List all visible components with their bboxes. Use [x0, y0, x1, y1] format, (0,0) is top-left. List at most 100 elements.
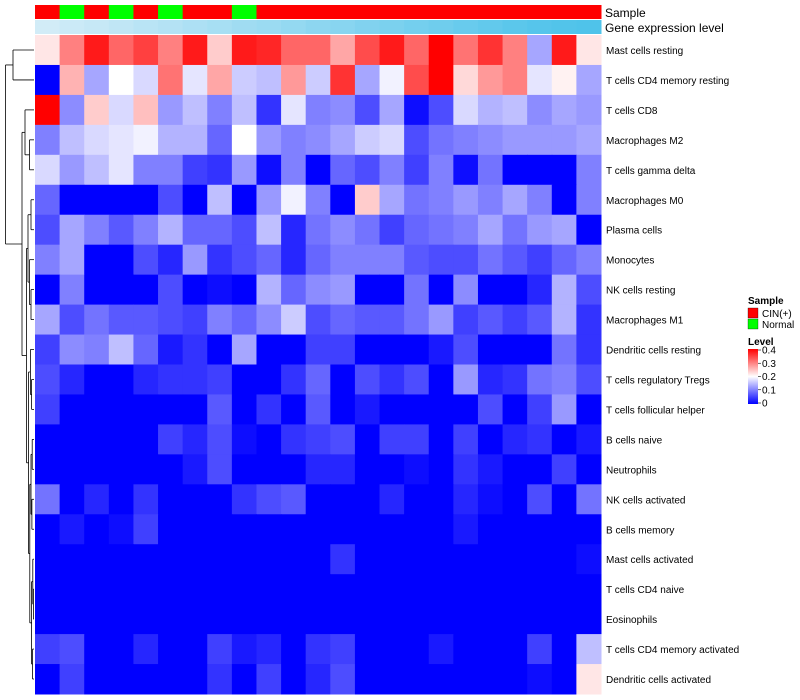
heatmap-cell	[477, 35, 504, 66]
heatmap-cell	[551, 394, 577, 425]
heatmap-cell	[256, 514, 282, 545]
heatmap-cell	[379, 544, 405, 575]
heatmap-cell	[576, 364, 602, 395]
heatmap-cell	[158, 334, 184, 365]
heatmap-cell	[404, 154, 430, 186]
heatmap-cell	[256, 364, 282, 395]
heatmap-cell	[256, 454, 282, 485]
heatmap-cell	[84, 124, 110, 156]
heatmap-cell	[182, 244, 208, 276]
heatmap-cell	[59, 214, 85, 246]
heatmap-cell	[84, 274, 110, 306]
heatmap-cell	[379, 124, 405, 156]
heatmap-cell	[453, 364, 479, 395]
heatmap-cell	[256, 184, 282, 216]
row-label: Mast cells resting	[606, 46, 683, 57]
heatmap-cell	[84, 364, 110, 395]
heatmap-cell	[428, 364, 454, 395]
heatmap-cell	[281, 244, 307, 276]
heatmap-cell	[354, 94, 381, 126]
heatmap-cell	[551, 604, 577, 635]
heatmap-cell	[354, 214, 381, 246]
heatmap-cell	[305, 35, 331, 66]
heatmap-cell	[35, 64, 61, 96]
heatmap-cell	[379, 334, 405, 365]
heatmap-cell	[354, 304, 381, 336]
heatmap-cell	[477, 304, 504, 336]
heatmap-cell	[35, 364, 61, 395]
heatmap-cell	[576, 244, 602, 276]
expression-annotation-cell	[477, 20, 504, 34]
heatmap-cell	[551, 364, 577, 395]
heatmap-cell	[330, 214, 356, 246]
sample-annotation-cell	[527, 5, 553, 19]
heatmap-cell	[330, 664, 356, 695]
heatmap-cell	[305, 424, 331, 455]
heatmap-cell	[379, 394, 405, 425]
heatmap-cell	[281, 64, 307, 96]
expression-annotation-cell	[182, 20, 208, 34]
heatmap-cell	[158, 424, 184, 455]
heatmap-cell	[207, 394, 233, 425]
heatmap-cell	[428, 454, 454, 485]
heatmap-cell	[59, 274, 85, 306]
heatmap-cell	[108, 424, 134, 455]
heatmap-cell	[256, 484, 282, 515]
heatmap-cell	[576, 394, 602, 425]
heatmap-cell	[330, 484, 356, 515]
sample-annotation-cell	[354, 5, 381, 19]
heatmap-cell	[108, 634, 134, 665]
heatmap-cell	[527, 124, 553, 156]
heatmap-cell	[256, 64, 282, 96]
row-label: Macrophages M0	[606, 196, 684, 207]
heatmap-cell	[428, 574, 454, 605]
heatmap-cell	[231, 484, 257, 515]
heatmap-cell	[231, 244, 257, 276]
heatmap-cell	[453, 35, 479, 66]
heatmap-cell	[502, 664, 528, 695]
heatmap-cell	[502, 424, 528, 455]
heatmap-cell	[35, 304, 61, 336]
heatmap-cell	[231, 544, 257, 575]
heatmap-cell	[527, 184, 553, 216]
heatmap-cell	[231, 364, 257, 395]
heatmap-cell	[256, 394, 282, 425]
heatmap-cell	[354, 154, 381, 186]
heatmap-cell	[428, 304, 454, 336]
heatmap-cell	[330, 574, 356, 605]
heatmap-cell	[281, 154, 307, 186]
heatmap-cell	[182, 604, 208, 635]
heatmap-cell	[231, 454, 257, 485]
heatmap-cell	[330, 35, 356, 66]
heatmap-cell	[59, 424, 85, 455]
heatmap-cell	[35, 544, 61, 575]
sample-annotation-cell	[84, 5, 110, 19]
heatmap-cell	[84, 334, 110, 365]
heatmap-cell	[527, 514, 553, 545]
level-tick-label: 0.1	[762, 385, 776, 396]
heatmap-cell	[354, 124, 381, 156]
heatmap-cell	[59, 94, 85, 126]
heatmap-cell	[133, 424, 159, 455]
heatmap-cell	[404, 184, 430, 216]
row-label: Eosinophils	[606, 615, 657, 626]
heatmap-cell	[281, 214, 307, 246]
sample-annotation-cell	[256, 5, 282, 19]
heatmap-cell	[551, 35, 577, 66]
row-labels: Mast cells resting T cells CD4 memory res…	[606, 46, 739, 686]
heatmap-cell	[354, 544, 381, 575]
heatmap-cell	[231, 424, 257, 455]
heatmap-cell	[133, 124, 159, 156]
heatmap-cell	[84, 94, 110, 126]
heatmap-cell	[133, 634, 159, 665]
legend-label-cin: CIN(+)	[762, 309, 792, 320]
expression-annotation-cell	[158, 20, 184, 34]
heatmap-cell	[502, 214, 528, 246]
heatmap-cell	[231, 154, 257, 186]
heatmap-cell	[502, 94, 528, 126]
heatmap-cell	[207, 604, 233, 635]
heatmap-cell	[133, 574, 159, 605]
heatmap-cell	[281, 454, 307, 485]
heatmap-cell	[84, 64, 110, 96]
heatmap-cell	[35, 94, 61, 126]
